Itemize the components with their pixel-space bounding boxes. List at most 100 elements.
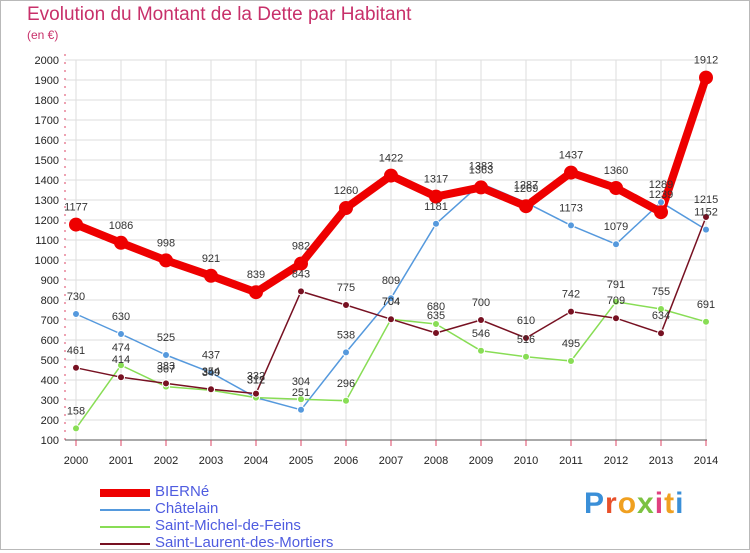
point-3-9 (477, 316, 485, 324)
data-label-3-4: 332 (247, 371, 265, 383)
data-label-3-0: 461 (67, 345, 85, 357)
logo-letter: i (654, 487, 665, 520)
point-0-8 (429, 189, 443, 204)
point-0-4 (249, 285, 263, 300)
x-tick-label: 2013 (649, 455, 673, 467)
y-tick-label: 1800 (35, 95, 59, 107)
point-0-14 (699, 70, 713, 85)
data-label-3-1: 414 (112, 354, 130, 366)
data-label-1-2: 525 (157, 332, 175, 344)
point-2-0 (72, 424, 80, 433)
x-tick-label: 2014 (694, 455, 718, 467)
data-label-3-12: 709 (607, 295, 625, 307)
x-tick-labels: 2000 2001 2002 2003 2004 2005 2006 2007 2008 2009… (64, 455, 718, 467)
point-1-5 (297, 405, 305, 414)
point-1-8 (432, 219, 440, 228)
data-label-1-5: 251 (292, 387, 310, 399)
grid-lines (65, 59, 707, 441)
x-tick-label: 2002 (154, 455, 178, 467)
point-3-2 (162, 379, 170, 388)
point-2-9 (477, 346, 485, 355)
data-label-2-11: 495 (562, 338, 580, 350)
data-label-2-3: 349 (202, 367, 220, 379)
data-label-0-0: 1177 (64, 202, 88, 214)
point-2-5 (297, 395, 305, 404)
data-labels: 730 630 525 437 312 251 538 809 1181 1383 1287 1173… (64, 55, 718, 418)
data-label-2-0: 158 (67, 405, 85, 417)
data-label-1-1: 630 (112, 311, 130, 323)
y-tick-label: 600 (41, 335, 59, 347)
data-label-3-10: 610 (517, 315, 535, 327)
data-label-0-5: 982 (292, 241, 310, 253)
y-tick-label: 900 (41, 275, 59, 287)
y-tick-label: 200 (41, 415, 59, 427)
point-2-14 (702, 317, 710, 326)
x-tick-label: 2008 (424, 455, 448, 467)
data-label-0-13: 1239 (649, 189, 673, 201)
data-label-1-4: 312 (247, 375, 265, 387)
data-label-3-2: 383 (157, 360, 175, 372)
y-tick-label: 1500 (35, 155, 59, 167)
point-2-10 (522, 352, 530, 361)
point-2-12 (612, 297, 620, 306)
x-tick-label: 2011 (559, 455, 583, 467)
axes (64, 54, 707, 446)
line-chart: 100 200 300 400 500 600 700 800 900 1000 1100 1200 1… (35, 54, 718, 467)
point-3-1 (117, 373, 125, 382)
y-tick-label: 400 (41, 375, 59, 387)
data-label-3-6: 775 (337, 282, 355, 294)
logo-letter: r (605, 487, 618, 520)
legend-label: Châtelain (155, 500, 219, 517)
data-label-1-3: 437 (202, 350, 220, 362)
point-0-12 (609, 181, 623, 195)
y-tick-label: 1400 (35, 175, 59, 187)
logo-letter: i (675, 487, 685, 520)
data-label-1-9: 1383 (469, 160, 493, 172)
data-label-2-9: 546 (472, 328, 490, 340)
data-label-0-10: 1269 (514, 183, 538, 195)
data-label-1-13: 1289 (649, 179, 673, 191)
x-tick-label: 2009 (469, 455, 493, 467)
point-1-7 (387, 294, 395, 303)
logo-letter: P (584, 487, 606, 520)
legend-label: BIERNé (155, 483, 210, 500)
x-tick-label: 2004 (244, 455, 268, 467)
data-label-3-3: 354 (202, 366, 220, 378)
data-label-1-8: 1181 (424, 201, 448, 213)
point-0-1 (114, 235, 128, 250)
x-tick-label: 2001 (109, 455, 133, 467)
legend-swatch (100, 543, 150, 545)
point-2-6 (342, 396, 350, 405)
data-label-0-3: 921 (202, 253, 220, 265)
y-tick-label: 2000 (35, 55, 59, 67)
data-label-2-7: 704 (382, 296, 400, 308)
data-label-0-9: 1363 (469, 164, 493, 176)
data-label-2-10: 516 (517, 334, 535, 346)
y-tick-label: 800 (41, 295, 59, 307)
data-label-2-2: 367 (157, 364, 175, 376)
data-label-0-8: 1317 (424, 174, 448, 186)
data-label-1-10: 1287 (514, 180, 538, 192)
y-tick-label: 1000 (35, 255, 59, 267)
point-2-8 (432, 320, 440, 328)
point-0-0 (69, 217, 83, 232)
series-markers (69, 70, 713, 433)
point-3-4 (252, 389, 260, 398)
data-label-0-6: 1260 (334, 185, 358, 197)
x-tick-label: 2006 (334, 455, 358, 467)
point-0-2 (159, 253, 173, 268)
data-label-1-11: 1173 (559, 202, 583, 214)
logo-letter: o (617, 487, 638, 520)
y-tick-label: 1700 (35, 115, 59, 127)
point-1-11 (567, 221, 575, 230)
point-3-0 (72, 363, 80, 372)
point-0-13 (654, 205, 668, 220)
point-3-13 (657, 329, 665, 338)
point-1-1 (117, 330, 125, 338)
data-label-3-11: 742 (562, 289, 580, 301)
x-tick-label: 2005 (289, 455, 313, 467)
y-tick-label: 100 (41, 435, 59, 447)
logo-letter: t (664, 487, 676, 520)
data-label-3-8: 635 (427, 310, 445, 322)
data-label-0-4: 839 (247, 269, 265, 281)
